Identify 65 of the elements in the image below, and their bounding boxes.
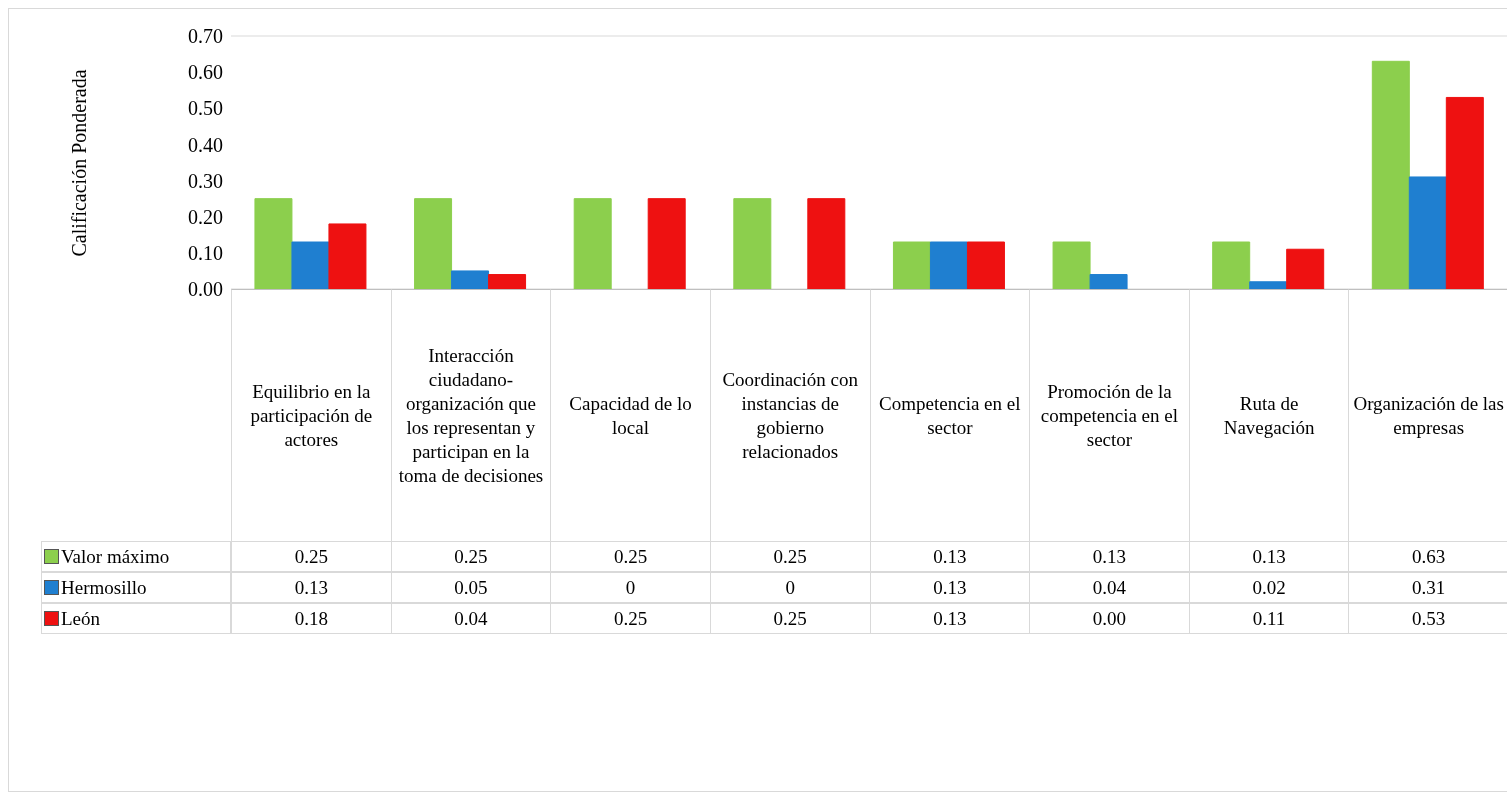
data-label: 0.13: [869, 541, 1030, 572]
bar: [1286, 248, 1325, 289]
x-tick-label: Capacidad de lo local: [568, 391, 693, 440]
data-label: 0.04: [390, 603, 551, 634]
x-tick-label: Coordinación con instancias de gobierno relacionados: [721, 367, 859, 464]
data-label: 0.31: [1348, 572, 1507, 603]
y-tick-label: 0.40: [188, 133, 223, 156]
bar: [1249, 281, 1288, 289]
bar: [966, 241, 1005, 289]
data-label: 0.25: [709, 603, 870, 634]
bar: [733, 198, 772, 289]
data-label: 0.13: [869, 603, 1030, 634]
data-label: 0.53: [1348, 603, 1507, 634]
data-label: 0.11: [1188, 603, 1349, 634]
y-tick-label: 0.10: [188, 241, 223, 264]
legend-label: León: [61, 607, 101, 630]
data-label: 0.13: [1029, 541, 1189, 572]
y-tick-label: 0.70: [188, 25, 223, 48]
y-tick-label: 0.60: [188, 61, 223, 84]
data-label: 0: [550, 572, 710, 603]
y-tick-label: 0.50: [188, 97, 223, 120]
legend-label: Hermosillo: [61, 576, 147, 599]
data-label: 0.04: [1029, 572, 1189, 603]
data-label: 0.13: [869, 572, 1030, 603]
bar: [254, 198, 293, 289]
y-tick-label: 0.20: [188, 205, 223, 228]
data-label: 0.25: [390, 541, 551, 572]
y-tick-label: 0.00: [188, 278, 223, 301]
x-tick-label: Ruta de Navegación: [1222, 391, 1316, 440]
bar: [291, 241, 330, 289]
x-tick-label: Organización de las empresas: [1352, 391, 1505, 440]
data-label: 0.25: [550, 541, 710, 572]
bar: [328, 223, 367, 289]
bar: [1089, 274, 1128, 289]
bar: [807, 198, 846, 289]
data-label: 0.00: [1029, 603, 1189, 634]
x-tick-label: Competencia en el sector: [878, 391, 1022, 440]
bar: [1445, 96, 1484, 289]
bar: [573, 198, 612, 289]
data-label: 0.63: [1348, 541, 1507, 572]
bar: [414, 198, 453, 289]
data-label: 0: [709, 572, 870, 603]
data-label: 0.25: [231, 541, 391, 572]
data-label: 0.18: [231, 603, 391, 634]
bar: [488, 274, 527, 289]
bar: [1371, 60, 1410, 289]
x-tick-label: Promoción de la competencia en el sector: [1039, 379, 1179, 452]
x-tick-label: Equilibrio en la participación de actores: [249, 379, 374, 452]
bar: [892, 241, 931, 289]
y-tick-label: 0.30: [188, 169, 223, 192]
bar: [451, 270, 490, 289]
legend-label: Valor máximo: [61, 545, 170, 568]
data-label: 0.05: [390, 572, 551, 603]
data-label: 0.13: [1188, 541, 1349, 572]
bar: [1212, 241, 1251, 289]
data-label: 0.25: [709, 541, 870, 572]
data-label: 0.13: [231, 572, 391, 603]
bar: [1408, 176, 1447, 289]
bar: [647, 198, 686, 289]
bar: [929, 241, 968, 289]
y-axis-title: Calificación Ponderada: [67, 68, 91, 257]
data-label: 0.02: [1188, 572, 1349, 603]
data-label: 0.25: [550, 603, 710, 634]
bar: [1052, 241, 1091, 289]
x-tick-label: Interacción ciudadano-organización que los representan y participan en la toma de decisiones: [397, 343, 545, 488]
